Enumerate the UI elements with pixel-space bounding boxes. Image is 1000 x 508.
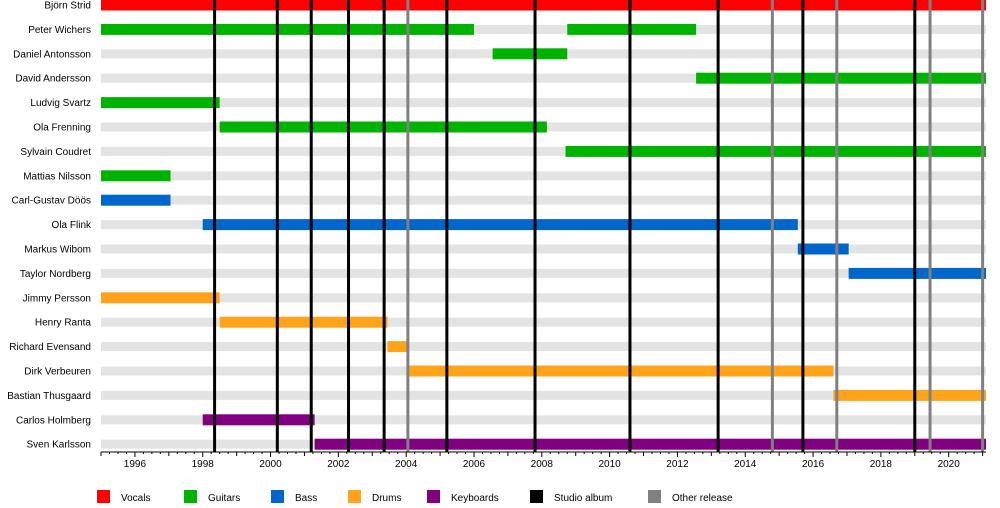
bar-sven-karlsson-keyboards	[314, 438, 986, 450]
legend-label-keyboards: Keyboards	[451, 493, 499, 504]
row-stripe	[101, 268, 986, 278]
x-tick-label: 2016	[802, 459, 825, 470]
member-name-ola-frenning: Ola Frenning	[33, 123, 91, 134]
x-tick-label: 2004	[395, 459, 418, 470]
member-name-ola-flink: Ola Flink	[52, 220, 92, 231]
bar-peter-wichers-guitars	[101, 23, 474, 35]
member-name-richard-evensand: Richard Evensand	[9, 342, 91, 353]
bar-bastian-thusgaard-drums	[833, 389, 986, 401]
member-name-markus-wibom: Markus Wibom	[24, 245, 91, 256]
row-stripe	[101, 171, 986, 181]
row-stripe	[101, 415, 986, 425]
member-names: Björn Strid Peter Wichers Daniel Antonsson…	[7, 1, 92, 451]
x-tick-label: 1998	[192, 459, 215, 470]
bar-henry-ranta-drums	[219, 316, 388, 328]
member-name-carl-gustav-doos: Carl-Gustav Döös	[12, 196, 91, 207]
row-stripe	[101, 98, 986, 108]
legend-swatch-keyboards	[427, 490, 440, 503]
bar-sylvain-coudret-guitars	[565, 145, 986, 157]
legend-swatch-vocals	[97, 490, 110, 503]
bar-daniel-antonsson-guitars	[492, 48, 568, 60]
member-name-sven-karlsson: Sven Karlsson	[27, 440, 91, 451]
x-axis: 1996 1998 2000 2002 2004 2006 2008 2010 2012 2014…	[100, 451, 986, 470]
legend-swatch-bass	[271, 490, 284, 503]
bar-mattias-nilsson-guitars	[101, 170, 171, 182]
row-stripe	[101, 73, 986, 83]
x-tick-label: 2010	[598, 459, 621, 470]
bar-ola-flink-bass	[202, 219, 798, 231]
legend: Vocals Guitars Bass Drums Keyboards Studio al…	[97, 490, 733, 504]
row-stripe	[101, 24, 986, 34]
legend-swatch-guitars	[184, 490, 197, 503]
x-tick-label: 2008	[531, 459, 554, 470]
legend-label-other-release: Other release	[672, 493, 733, 504]
member-name-daniel-antonsson: Daniel Antonsson	[13, 49, 91, 60]
bar-peter-wichers-guitars	[567, 23, 697, 35]
bar-taylor-nordberg-bass	[848, 267, 986, 279]
row-stripe	[101, 317, 986, 327]
bar-david-andersson-guitars	[696, 72, 986, 84]
member-name-mattias-nilsson: Mattias Nilsson	[23, 171, 91, 182]
legend-label-drums: Drums	[372, 493, 401, 504]
legend-swatch-other-release	[648, 490, 661, 503]
row-stripe	[101, 195, 986, 205]
member-name-dirk-verbeuren: Dirk Verbeuren	[24, 367, 91, 378]
member-name-henry-ranta: Henry Ranta	[35, 318, 92, 329]
x-tick-label: 2006	[463, 459, 486, 470]
row-stripe	[101, 244, 986, 254]
member-name-ludvig-svartz: Ludvig Svartz	[30, 98, 91, 109]
x-tick-label: 2018	[870, 459, 893, 470]
bar-carlos-holmberg-keyboards	[202, 414, 315, 426]
legend-label-guitars: Guitars	[208, 493, 240, 504]
bar-bjorn-strid-vocals	[101, 0, 986, 11]
legend-label-vocals: Vocals	[121, 493, 150, 504]
legend-swatch-drums	[348, 490, 361, 503]
member-name-peter-wichers: Peter Wichers	[28, 25, 91, 36]
x-tick-label: 2000	[259, 459, 282, 470]
member-name-sylvain-coudret: Sylvain Coudret	[20, 147, 91, 158]
member-name-carlos-holmberg: Carlos Holmberg	[16, 415, 91, 426]
legend-label-studio-album: Studio album	[554, 493, 612, 504]
member-name-jimmy-persson: Jimmy Persson	[23, 293, 91, 304]
x-tick-label: 1996	[124, 459, 147, 470]
row-stripe	[101, 390, 986, 400]
bar-jimmy-persson-drums	[101, 292, 220, 304]
row-stripe	[101, 342, 986, 352]
legend-swatch-studio-album	[530, 490, 543, 503]
row-stripe	[101, 293, 986, 303]
bar-ludvig-svartz-guitars	[101, 97, 220, 109]
x-tick-label: 2012	[666, 459, 689, 470]
member-name-bastian-thusgaard: Bastian Thusgaard	[7, 391, 91, 402]
x-tick-label: 2014	[734, 459, 757, 470]
bar-richard-evensand-drums	[387, 341, 408, 353]
member-name-david-andersson: David Andersson	[15, 74, 91, 85]
member-name-taylor-nordberg: Taylor Nordberg	[20, 269, 91, 280]
x-tick-label: 2020	[938, 459, 961, 470]
release-lines	[213, 0, 985, 452]
row-stripe	[101, 146, 986, 156]
bar-markus-wibom-bass	[797, 243, 849, 255]
bar-carl-gustav-doos-bass	[101, 194, 171, 206]
member-name-bjorn-strid: Björn Strid	[44, 1, 91, 12]
x-tick-label: 2002	[327, 459, 350, 470]
bar-dirk-verbeuren-drums	[407, 365, 834, 377]
legend-label-bass: Bass	[295, 493, 317, 504]
